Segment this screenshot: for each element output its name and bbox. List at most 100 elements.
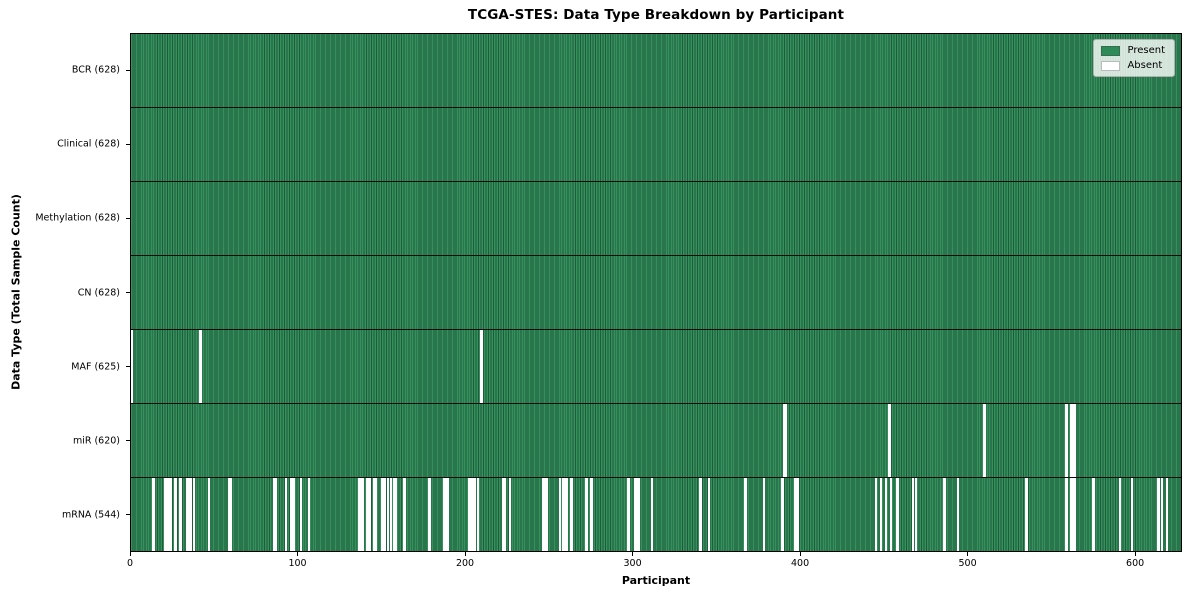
absent-stripe bbox=[1073, 478, 1077, 551]
x-tick-label-300: 300 bbox=[623, 558, 642, 569]
y-tick-mark bbox=[126, 440, 130, 442]
y-tick-label-clinical: Clinical (628) bbox=[57, 138, 120, 150]
absent-stripe bbox=[373, 478, 376, 551]
absent-stripe bbox=[1160, 478, 1164, 551]
absent-stripe bbox=[152, 478, 155, 551]
plot-area bbox=[130, 33, 1182, 552]
absent-stripe bbox=[896, 478, 900, 551]
legend-item-present: Present bbox=[1101, 45, 1165, 56]
absent-stripe bbox=[1092, 478, 1095, 551]
absent-stripe bbox=[207, 478, 211, 551]
absent-stripe bbox=[889, 478, 893, 551]
absent-stripe bbox=[884, 478, 888, 551]
absent-stripe bbox=[784, 404, 787, 477]
x-tick-mark bbox=[297, 552, 299, 556]
y-tick-label-methylation: Methylation (628) bbox=[35, 212, 120, 224]
absent-stripe bbox=[394, 478, 398, 551]
absent-stripe bbox=[650, 478, 654, 551]
absent-stripe bbox=[187, 478, 191, 551]
legend-absent-label: Absent bbox=[1127, 60, 1163, 71]
absent-stripe bbox=[781, 478, 784, 551]
chart-title: TCGA-STES: Data Type Breakdown by Partic… bbox=[467, 7, 845, 23]
legend-present-swatch bbox=[1101, 45, 1121, 56]
absent-stripe bbox=[386, 478, 390, 551]
absent-stripe bbox=[943, 478, 946, 551]
absent-stripe bbox=[796, 478, 799, 551]
absent-stripe bbox=[179, 478, 182, 551]
absent-stripe bbox=[501, 478, 505, 551]
absent-stripe bbox=[229, 478, 232, 551]
absent-stripe bbox=[1118, 478, 1122, 551]
absent-stripe bbox=[383, 478, 386, 551]
absent-stripe bbox=[361, 478, 364, 551]
absent-stripe bbox=[169, 478, 172, 551]
absent-stripe bbox=[131, 330, 134, 403]
absent-stripe bbox=[565, 478, 568, 551]
absent-stripe bbox=[292, 478, 296, 551]
y-tick-mark bbox=[126, 217, 130, 219]
absent-stripe bbox=[542, 478, 545, 551]
absent-stripe bbox=[570, 478, 573, 551]
absent-stripe bbox=[393, 478, 396, 551]
absent-stripe bbox=[1070, 478, 1073, 551]
absent-stripe bbox=[192, 478, 196, 551]
absent-stripe bbox=[911, 478, 915, 551]
row-maf bbox=[131, 329, 1181, 403]
x-tick-mark bbox=[1134, 552, 1136, 556]
y-tick-mark bbox=[126, 366, 130, 368]
absent-stripe bbox=[590, 478, 594, 551]
legend: Present Absent bbox=[1093, 39, 1175, 77]
x-axis-label: Participant bbox=[621, 574, 691, 587]
absent-stripe bbox=[1130, 478, 1134, 551]
absent-stripe bbox=[480, 330, 483, 403]
absent-stripe bbox=[189, 478, 192, 551]
absent-stripe bbox=[476, 478, 480, 551]
absent-stripe bbox=[274, 478, 278, 551]
y-axis-ticks: BCR (628) Clinical (628) Methylation (628)… bbox=[0, 33, 130, 552]
absent-stripe bbox=[762, 478, 766, 551]
absent-stripe bbox=[637, 478, 640, 551]
absent-stripe bbox=[227, 478, 231, 551]
x-tick-mark bbox=[632, 552, 634, 556]
y-tick-label-bcr: BCR (628) bbox=[71, 64, 120, 76]
absent-stripe bbox=[1072, 404, 1075, 477]
x-tick-label-100: 100 bbox=[288, 558, 307, 569]
absent-stripe bbox=[956, 478, 960, 551]
y-tick-mark bbox=[126, 69, 130, 71]
absent-stripe bbox=[874, 478, 878, 551]
absent-stripe bbox=[299, 478, 303, 551]
y-tick-label-mir: miR (620) bbox=[72, 435, 120, 447]
absent-stripe bbox=[468, 478, 471, 551]
absent-stripe bbox=[428, 478, 431, 551]
absent-stripe bbox=[445, 478, 448, 551]
absent-stripe bbox=[366, 478, 369, 551]
x-tick-mark bbox=[464, 552, 466, 556]
row-bcr bbox=[131, 34, 1181, 107]
x-tick-label-500: 500 bbox=[958, 558, 977, 569]
x-tick-label-0: 0 bbox=[126, 558, 134, 569]
y-tick-mark bbox=[126, 514, 130, 516]
absent-stripe bbox=[389, 478, 393, 551]
absent-stripe bbox=[562, 478, 565, 551]
absent-stripe bbox=[545, 478, 548, 551]
absent-stripe bbox=[782, 404, 786, 477]
absent-stripe bbox=[284, 478, 288, 551]
row-methylation bbox=[131, 181, 1181, 255]
absent-stripe bbox=[1073, 404, 1077, 477]
absent-stripe bbox=[307, 478, 311, 551]
x-tick-label-600: 600 bbox=[1126, 558, 1145, 569]
y-tick-label-mrna: mRNA (544) bbox=[61, 509, 120, 521]
absent-stripe bbox=[1157, 478, 1160, 551]
x-tick-label-200: 200 bbox=[455, 558, 475, 569]
x-tick-label-400: 400 bbox=[790, 558, 810, 569]
absent-stripe bbox=[508, 478, 512, 551]
absent-stripe bbox=[446, 478, 450, 551]
absent-stripe bbox=[473, 478, 477, 551]
absent-stripe bbox=[374, 478, 378, 551]
absent-stripe bbox=[272, 478, 276, 551]
row-cn bbox=[131, 255, 1181, 329]
absent-stripe bbox=[633, 478, 637, 551]
absent-stripe bbox=[794, 478, 798, 551]
absent-stripe bbox=[1065, 404, 1068, 477]
